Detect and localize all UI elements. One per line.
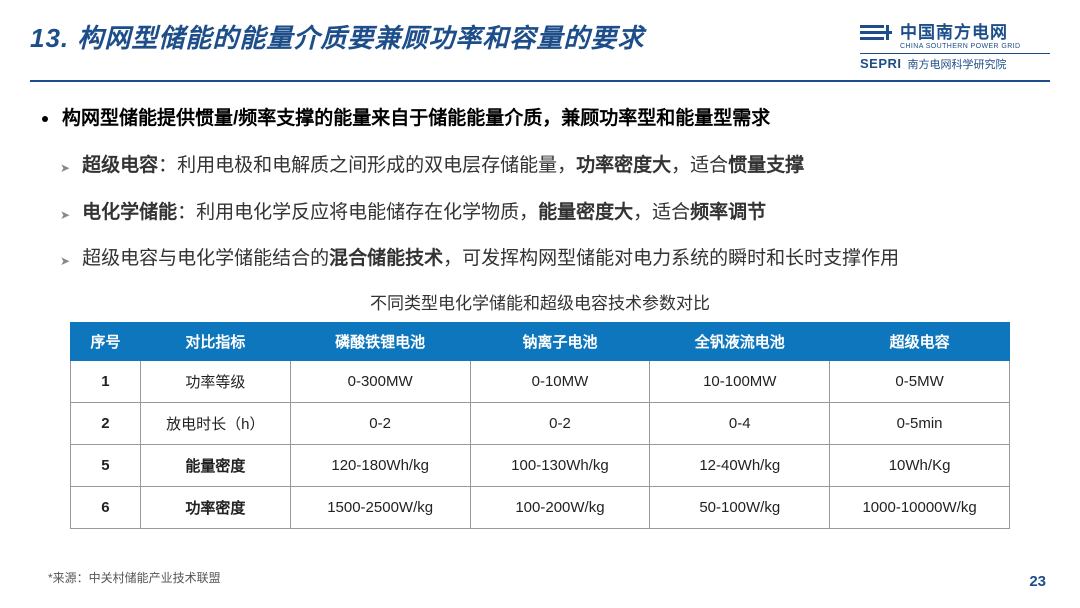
table-row: 1功率等级0-300MW0-10MW10-100MW0-5MW: [71, 361, 1010, 403]
sub-bullet-2-text: 电化学储能：利用电化学反应将电能储存在化学物质，能量密度大，适合频率调节: [82, 197, 766, 229]
table-header-row: 序号对比指标磷酸铁锂电池钠离子电池全钒液流电池超级电容: [71, 323, 1010, 361]
row-metric: 功率等级: [140, 361, 290, 403]
table-header-cell: 全钒液流电池: [650, 323, 830, 361]
table-cell: 0-2: [470, 403, 650, 445]
grid-logo-icon: [860, 23, 894, 45]
sub-bullet-3: ➤ 超级电容与电化学储能结合的混合储能技术，可发挥构网型储能对电力系统的瞬时和长…: [60, 243, 1038, 275]
row-index: 6: [71, 487, 141, 529]
row-index: 5: [71, 445, 141, 487]
table-caption: 不同类型电化学储能和超级电容技术参数对比: [42, 289, 1038, 314]
table-header-cell: 对比指标: [140, 323, 290, 361]
comparison-table: 序号对比指标磷酸铁锂电池钠离子电池全钒液流电池超级电容 1功率等级0-300MW…: [70, 322, 1010, 529]
table-header-cell: 超级电容: [830, 323, 1010, 361]
sub1-mid: ：利用电极和电解质之间形成的双电层存储能量，: [158, 155, 576, 176]
sub-bullet-1: ➤ 超级电容：利用电极和电解质之间形成的双电层存储能量，功率密度大，适合惯量支撑: [60, 150, 1038, 182]
table-cell: 1000-10000W/kg: [830, 487, 1010, 529]
content-area: 构网型储能提供惯量/频率支撑的能量来自于储能能量介质，兼顾功率型和能量型需求 ➤…: [0, 82, 1080, 529]
sub3-post: ，可发挥构网型储能对电力系统的瞬时和长时支撑作用: [443, 248, 899, 269]
table-cell: 1500-2500W/kg: [290, 487, 470, 529]
row-index: 1: [71, 361, 141, 403]
logo-chinese-name: 中国南方电网: [900, 18, 1020, 43]
table-cell: 100-200W/kg: [470, 487, 650, 529]
sub2-bold2: 能量密度大: [538, 202, 633, 223]
main-bullet-text: 构网型储能提供惯量/频率支撑的能量来自于储能能量介质，兼顾功率型和能量型需求: [62, 104, 770, 134]
chevron-icon: ➤: [60, 205, 70, 225]
sepri-chinese: 南方电网科学研究院: [908, 56, 1007, 72]
sub2-label: 电化学储能: [82, 202, 177, 223]
table-cell: 0-10MW: [470, 361, 650, 403]
table-cell: 0-2: [290, 403, 470, 445]
table-cell: 0-4: [650, 403, 830, 445]
table-header-cell: 序号: [71, 323, 141, 361]
row-metric: 功率密度: [140, 487, 290, 529]
logo-english-name: CHINA SOUTHERN POWER GRID: [900, 43, 1020, 50]
company-logo-block: 中国南方电网 CHINA SOUTHERN POWER GRID SEPRI 南…: [860, 18, 1050, 72]
sub-bullet-2: ➤ 电化学储能：利用电化学反应将电能储存在化学物质，能量密度大，适合频率调节: [60, 197, 1038, 229]
sepri-label: SEPRI: [860, 56, 902, 71]
main-bullet: 构网型储能提供惯量/频率支撑的能量来自于储能能量介质，兼顾功率型和能量型需求: [42, 104, 1038, 134]
sub-bullet-1-text: 超级电容：利用电极和电解质之间形成的双电层存储能量，功率密度大，适合惯量支撑: [82, 150, 804, 182]
source-note: *来源：中关村储能产业技术联盟: [48, 569, 221, 586]
table-header-cell: 钠离子电池: [470, 323, 650, 361]
table-cell: 10Wh/Kg: [830, 445, 1010, 487]
table-row: 6功率密度1500-2500W/kg100-200W/kg50-100W/kg1…: [71, 487, 1010, 529]
sub2-bold3: 频率调节: [690, 202, 766, 223]
table-cell: 0-5min: [830, 403, 1010, 445]
table-cell: 0-5MW: [830, 361, 1010, 403]
logo-divider: [860, 53, 1050, 54]
table-cell: 100-130Wh/kg: [470, 445, 650, 487]
table-cell: 120-180Wh/kg: [290, 445, 470, 487]
sub-bullet-3-text: 超级电容与电化学储能结合的混合储能技术，可发挥构网型储能对电力系统的瞬时和长时支…: [82, 243, 899, 275]
table-cell: 50-100W/kg: [650, 487, 830, 529]
chevron-icon: ➤: [60, 251, 70, 271]
slide-title: 13. 构网型储能的能量介质要兼顾功率和容量的要求: [30, 18, 644, 55]
bullet-dot-icon: [42, 116, 48, 122]
table-cell: 0-300MW: [290, 361, 470, 403]
sub3-bold: 混合储能技术: [329, 248, 443, 269]
sub2-mid: ：利用电化学反应将电能储存在化学物质，: [177, 202, 538, 223]
sub3-pre: 超级电容与电化学储能结合的: [82, 248, 329, 269]
row-index: 2: [71, 403, 141, 445]
sub2-mid2: ，适合: [633, 202, 690, 223]
chevron-icon: ➤: [60, 158, 70, 178]
sub1-mid2: ，适合: [671, 155, 728, 176]
sub1-label: 超级电容: [82, 155, 158, 176]
page-number: 23: [1029, 573, 1046, 590]
sub1-bold2: 功率密度大: [576, 155, 671, 176]
row-metric: 放电时长（h）: [140, 403, 290, 445]
table-header-cell: 磷酸铁锂电池: [290, 323, 470, 361]
table-row: 2放电时长（h）0-20-20-40-5min: [71, 403, 1010, 445]
table-cell: 12-40Wh/kg: [650, 445, 830, 487]
row-metric: 能量密度: [140, 445, 290, 487]
table-row: 5能量密度120-180Wh/kg100-130Wh/kg12-40Wh/kg1…: [71, 445, 1010, 487]
table-cell: 10-100MW: [650, 361, 830, 403]
sub1-bold3: 惯量支撑: [728, 155, 804, 176]
